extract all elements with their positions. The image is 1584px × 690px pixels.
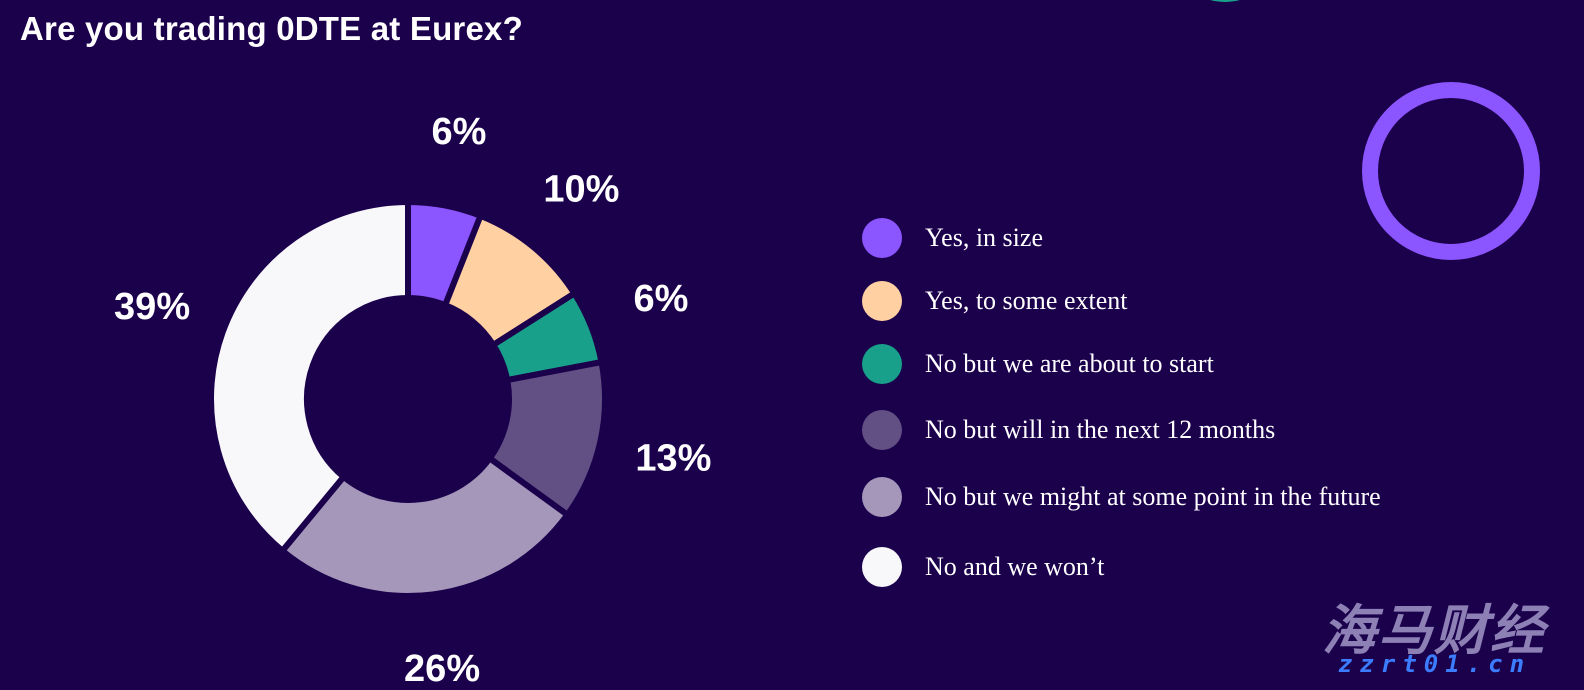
legend-label: No but we might at some point in the fut… [925,482,1381,511]
legend-swatch [862,281,902,321]
legend-swatch [862,410,902,450]
donut-value-labels: 6% 10% 6% 13% 26% 39% [114,111,711,690]
donut-slice-no-and-wont [208,198,411,556]
value-label-yes-in-size: 6% [432,111,487,153]
value-label-next-12-months: 13% [635,437,711,479]
legend-label: Yes, to some extent [925,286,1128,315]
donut-slices [208,198,608,599]
legend-label: No but will in the next 12 months [925,415,1276,444]
legend-label: No and we won’t [925,552,1105,581]
donut-slice-some-point-future [278,454,572,599]
legend-label: Yes, in size [925,223,1043,252]
value-label-yes-some-extent: 10% [543,168,619,210]
chart-title: Are you trading 0DTE at Eurex? [20,10,523,47]
decorative-arc [1180,0,1270,2]
legend-swatch [862,344,902,384]
watermark-brand: 海马财经 [1322,599,1546,662]
value-label-some-point-future: 26% [404,648,480,690]
value-label-about-to-start: 6% [633,278,688,320]
value-label-no-and-wont: 39% [114,286,190,328]
legend-swatch [862,218,902,258]
legend-label: No but we are about to start [925,349,1214,378]
decorative-ring [1362,82,1540,260]
watermark-url: zzrt01.cn [1338,650,1532,678]
legend-swatch [862,547,902,587]
legend-swatch [862,477,902,517]
